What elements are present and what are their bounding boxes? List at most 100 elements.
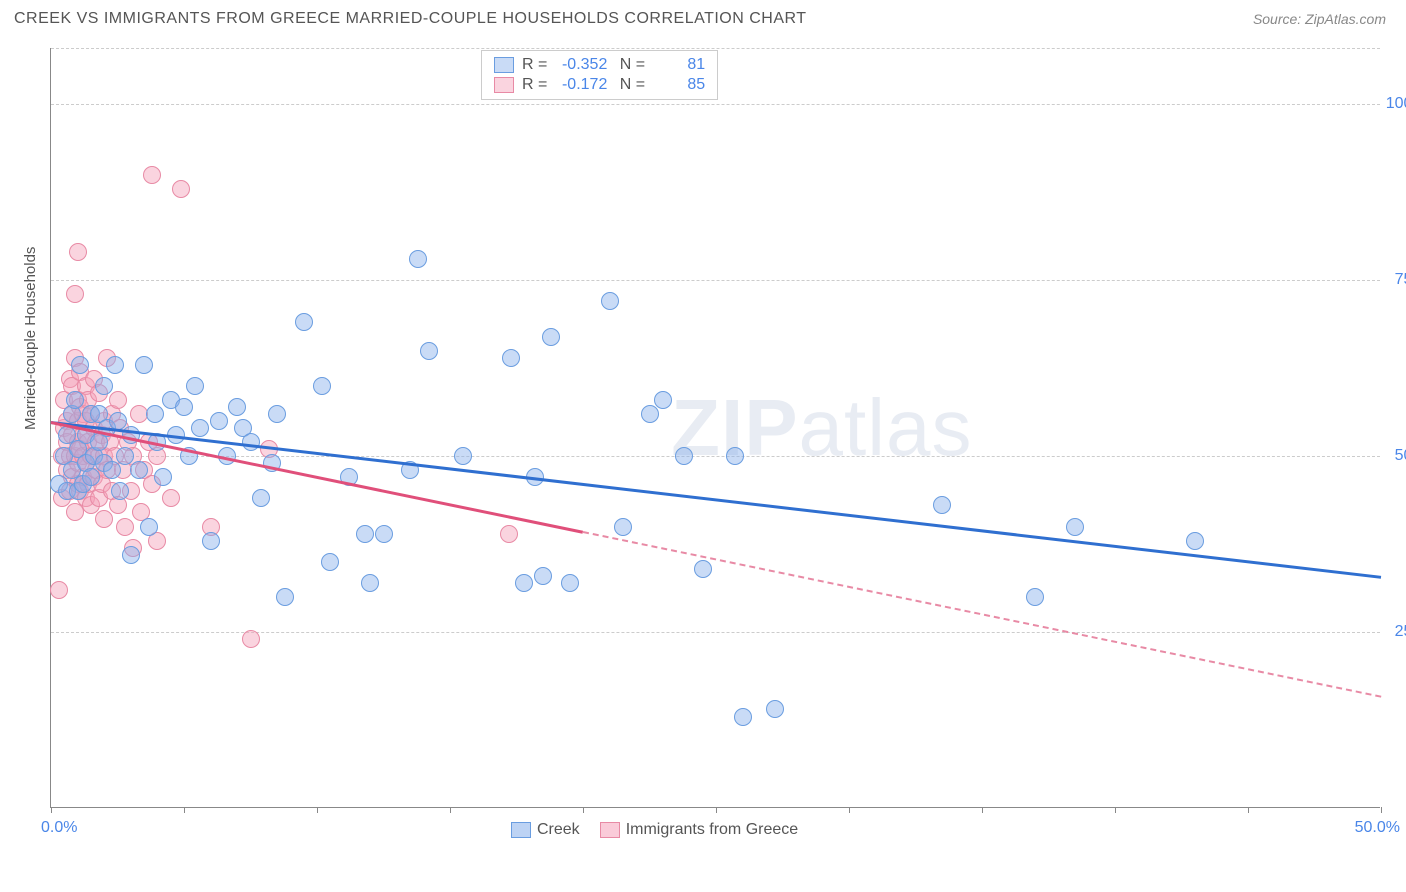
- data-point: [140, 518, 158, 536]
- data-point: [454, 447, 472, 465]
- data-point: [933, 496, 951, 514]
- gridline: [51, 104, 1380, 105]
- x-tick: [184, 807, 185, 813]
- data-point: [109, 391, 127, 409]
- legend-label-greece: Immigrants from Greece: [626, 821, 798, 839]
- data-point: [614, 518, 632, 536]
- data-point: [734, 708, 752, 726]
- r-label: R =: [522, 56, 547, 74]
- data-point: [675, 447, 693, 465]
- data-point: [726, 447, 744, 465]
- correlation-legend: R = -0.352 N = 81 R = -0.172 N = 85: [481, 50, 718, 100]
- x-tick: [51, 807, 52, 813]
- creek-n-value: 81: [653, 56, 705, 74]
- greece-r-value: -0.172: [555, 76, 607, 94]
- x-axis-min-label: 0.0%: [41, 819, 77, 837]
- data-point: [561, 574, 579, 592]
- legend-item-greece: Immigrants from Greece: [600, 821, 798, 839]
- x-tick: [583, 807, 584, 813]
- data-point: [71, 356, 89, 374]
- data-point: [103, 461, 121, 479]
- data-point: [375, 525, 393, 543]
- data-point: [252, 489, 270, 507]
- greece-swatch-icon: [600, 822, 620, 838]
- y-tick-label: 100.0%: [1385, 95, 1406, 113]
- trend-line-extrapolated: [583, 531, 1381, 698]
- data-point: [191, 419, 209, 437]
- legend-item-creek: Creek: [511, 821, 580, 839]
- data-point: [515, 574, 533, 592]
- data-point: [242, 630, 260, 648]
- series-legend: Creek Immigrants from Greece: [511, 821, 798, 839]
- gridline: [51, 456, 1380, 457]
- data-point: [143, 166, 161, 184]
- watermark-rest: atlas: [799, 383, 973, 472]
- data-point: [694, 560, 712, 578]
- x-tick: [982, 807, 983, 813]
- data-point: [116, 447, 134, 465]
- greece-swatch-icon: [494, 77, 514, 93]
- data-point: [276, 588, 294, 606]
- data-point: [210, 412, 228, 430]
- x-axis-max-label: 50.0%: [1355, 819, 1400, 837]
- trend-line: [51, 421, 1381, 578]
- legend-row-greece: R = -0.172 N = 85: [494, 75, 705, 95]
- data-point: [295, 313, 313, 331]
- scatter-chart: ZIPatlas R = -0.352 N = 81 R = -0.172 N …: [50, 48, 1380, 808]
- y-axis-label: Married-couple Households: [22, 247, 39, 430]
- data-point: [766, 700, 784, 718]
- n-label: N =: [615, 76, 645, 94]
- data-point: [601, 292, 619, 310]
- data-point: [268, 405, 286, 423]
- data-point: [1186, 532, 1204, 550]
- watermark: ZIPatlas: [671, 382, 972, 474]
- data-point: [409, 250, 427, 268]
- data-point: [111, 482, 129, 500]
- data-point: [321, 553, 339, 571]
- data-point: [82, 468, 100, 486]
- x-tick: [317, 807, 318, 813]
- data-point: [95, 377, 113, 395]
- source-label: Source:: [1253, 11, 1305, 27]
- data-point: [654, 391, 672, 409]
- legend-label-creek: Creek: [537, 821, 580, 839]
- data-point: [542, 328, 560, 346]
- data-point: [50, 581, 68, 599]
- n-label: N =: [615, 56, 645, 74]
- chart-title: CREEK VS IMMIGRANTS FROM GREECE MARRIED-…: [14, 10, 807, 28]
- x-tick: [1248, 807, 1249, 813]
- data-point: [313, 377, 331, 395]
- x-tick: [1381, 807, 1382, 813]
- x-tick: [849, 807, 850, 813]
- data-point: [1066, 518, 1084, 536]
- gridline: [51, 280, 1380, 281]
- source-name: ZipAtlas.com: [1305, 11, 1386, 27]
- data-point: [95, 510, 113, 528]
- y-tick-label: 75.0%: [1385, 271, 1406, 289]
- data-point: [500, 525, 518, 543]
- data-point: [175, 398, 193, 416]
- data-point: [186, 377, 204, 395]
- creek-r-value: -0.352: [555, 56, 607, 74]
- data-point: [106, 356, 124, 374]
- data-point: [135, 356, 153, 374]
- data-point: [172, 180, 190, 198]
- data-point: [641, 405, 659, 423]
- data-point: [242, 433, 260, 451]
- data-point: [122, 546, 140, 564]
- y-tick-label: 25.0%: [1385, 623, 1406, 641]
- data-point: [534, 567, 552, 585]
- data-point: [130, 461, 148, 479]
- data-point: [146, 405, 164, 423]
- data-point: [420, 342, 438, 360]
- data-point: [116, 518, 134, 536]
- y-tick-label: 50.0%: [1385, 447, 1406, 465]
- data-point: [356, 525, 374, 543]
- data-point: [361, 574, 379, 592]
- x-tick: [716, 807, 717, 813]
- r-label: R =: [522, 76, 547, 94]
- data-point: [502, 349, 520, 367]
- creek-swatch-icon: [494, 57, 514, 73]
- legend-row-creek: R = -0.352 N = 81: [494, 55, 705, 75]
- data-point: [66, 285, 84, 303]
